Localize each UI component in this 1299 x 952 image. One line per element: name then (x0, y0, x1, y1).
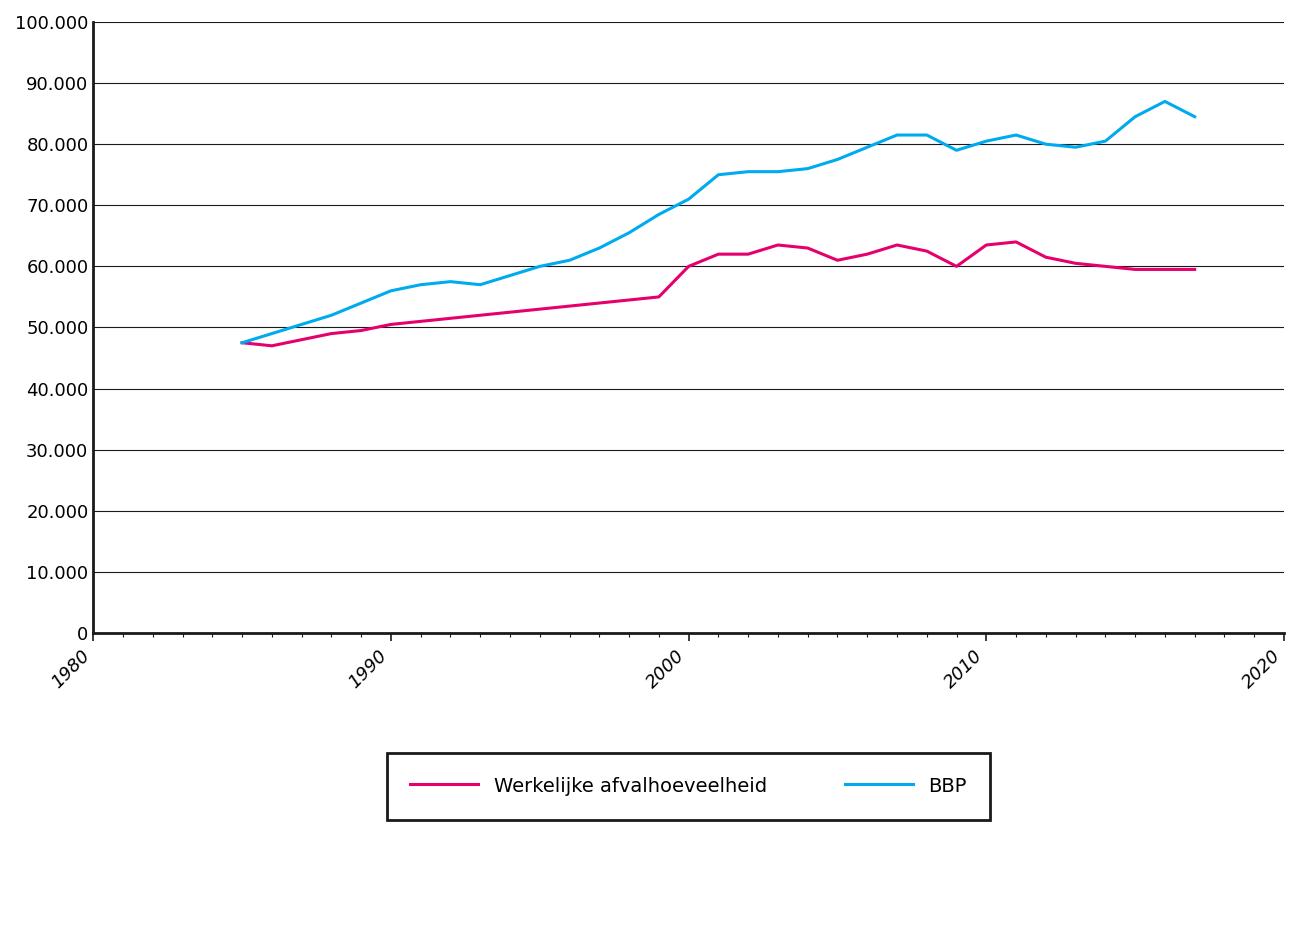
Line: Werkelijke afvalhoeveelheid: Werkelijke afvalhoeveelheid (242, 242, 1195, 346)
Werkelijke afvalhoeveelheid (413, 316, 429, 327)
BBP (860, 142, 876, 153)
Werkelijke afvalhoeveelheid (918, 246, 934, 257)
BBP (948, 145, 964, 156)
Werkelijke afvalhoeveelheid (294, 334, 309, 346)
BBP (264, 327, 279, 339)
Werkelijke afvalhoeveelheid (860, 248, 876, 260)
Werkelijke afvalhoeveelheid (740, 248, 756, 260)
BBP (561, 254, 577, 266)
Werkelijke afvalhoeveelheid (383, 319, 399, 330)
Werkelijke afvalhoeveelheid (711, 248, 726, 260)
Werkelijke afvalhoeveelheid (323, 327, 339, 339)
Werkelijke afvalhoeveelheid (1038, 251, 1053, 263)
Werkelijke afvalhoeveelheid (443, 312, 459, 324)
BBP (651, 208, 666, 220)
Werkelijke afvalhoeveelheid (830, 254, 846, 266)
BBP (918, 129, 934, 141)
BBP (473, 279, 488, 290)
Werkelijke afvalhoeveelheid (770, 239, 786, 250)
BBP (740, 166, 756, 177)
BBP (353, 297, 369, 308)
Werkelijke afvalhoeveelheid (503, 307, 518, 318)
BBP (323, 309, 339, 321)
Werkelijke afvalhoeveelheid (978, 239, 994, 250)
BBP (234, 337, 249, 348)
BBP (1008, 129, 1024, 141)
Werkelijke afvalhoeveelheid (948, 261, 964, 272)
Legend: Werkelijke afvalhoeveelheid, BBP: Werkelijke afvalhoeveelheid, BBP (387, 753, 990, 820)
Werkelijke afvalhoeveelheid (264, 340, 279, 351)
Werkelijke afvalhoeveelheid (1128, 264, 1143, 275)
BBP (1098, 135, 1113, 147)
Line: BBP: BBP (242, 102, 1195, 343)
BBP (1128, 111, 1143, 123)
BBP (711, 169, 726, 181)
BBP (978, 135, 994, 147)
BBP (1187, 111, 1203, 123)
Werkelijke afvalhoeveelheid (591, 297, 607, 308)
BBP (294, 319, 309, 330)
Werkelijke afvalhoeveelheid (621, 294, 637, 306)
Werkelijke afvalhoeveelheid (890, 239, 905, 250)
BBP (413, 279, 429, 290)
Werkelijke afvalhoeveelheid (1008, 236, 1024, 248)
Werkelijke afvalhoeveelheid (234, 337, 249, 348)
BBP (621, 228, 637, 239)
Werkelijke afvalhoeveelheid (1187, 264, 1203, 275)
Werkelijke afvalhoeveelheid (681, 261, 696, 272)
BBP (800, 163, 816, 174)
BBP (1157, 96, 1173, 108)
BBP (1068, 142, 1083, 153)
BBP (770, 166, 786, 177)
BBP (503, 269, 518, 281)
BBP (443, 276, 459, 288)
Werkelijke afvalhoeveelheid (473, 309, 488, 321)
BBP (1038, 138, 1053, 149)
Werkelijke afvalhoeveelheid (651, 291, 666, 303)
Werkelijke afvalhoeveelheid (1068, 258, 1083, 269)
Werkelijke afvalhoeveelheid (533, 304, 548, 315)
BBP (681, 193, 696, 205)
BBP (830, 154, 846, 166)
Werkelijke afvalhoeveelheid (800, 243, 816, 254)
BBP (591, 243, 607, 254)
BBP (890, 129, 905, 141)
BBP (533, 261, 548, 272)
Werkelijke afvalhoeveelheid (1098, 261, 1113, 272)
Werkelijke afvalhoeveelheid (561, 301, 577, 312)
Werkelijke afvalhoeveelheid (1157, 264, 1173, 275)
Werkelijke afvalhoeveelheid (353, 325, 369, 336)
BBP (383, 285, 399, 296)
